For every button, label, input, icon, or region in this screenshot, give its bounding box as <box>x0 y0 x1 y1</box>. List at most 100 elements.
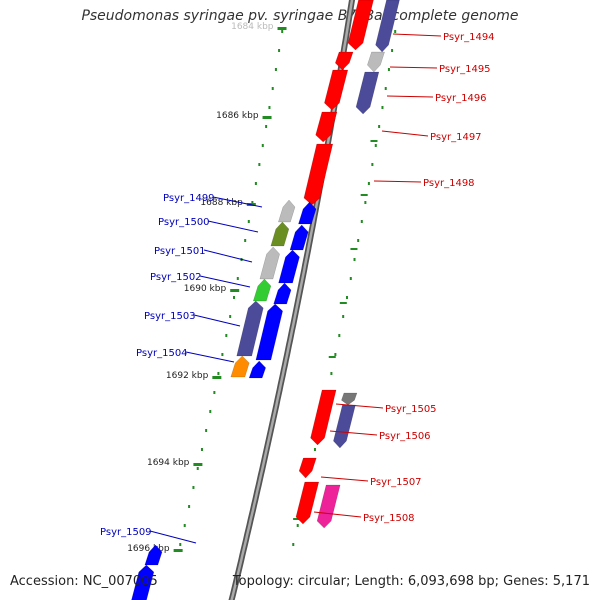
gene-callout-line <box>329 430 378 436</box>
gene-label-reverse: Psyr_1500 <box>158 217 210 228</box>
scale-label: 1692 kbp <box>166 371 209 381</box>
outer-dot <box>334 353 337 356</box>
gene-psyr-1500-b <box>289 224 309 251</box>
gene-callout-line <box>207 220 259 233</box>
gene-label-reverse: Psyr_1503 <box>144 311 196 322</box>
gene-label-reverse: Psyr_1502 <box>150 272 202 283</box>
gene-psyr-1503-b <box>255 303 283 361</box>
gene-callout-line <box>313 511 362 518</box>
accession-label: Accession: NC_007005 <box>10 574 158 589</box>
inner-dot <box>271 87 274 90</box>
gene-label-forward: Psyr_1496 <box>435 93 487 104</box>
inner-dot <box>258 163 261 166</box>
inner-dot <box>233 296 236 299</box>
inner-dot <box>183 524 186 527</box>
outer-dot <box>371 163 374 166</box>
gene-callout-line <box>381 130 429 137</box>
inner-dot <box>247 220 250 223</box>
outer-dot <box>364 201 367 204</box>
outer-tick <box>293 518 301 520</box>
scale-label: 1696 kbp <box>127 544 170 554</box>
gene-psyr-1504-b <box>248 360 266 379</box>
gene-callout-line <box>149 530 197 544</box>
inner-dot <box>229 315 232 318</box>
scale-tick <box>173 549 183 552</box>
gene-psyr-1496 <box>324 69 349 111</box>
outer-dot <box>342 315 345 318</box>
inner-dot <box>265 125 268 128</box>
outer-dot <box>374 144 377 147</box>
scale-tick <box>277 27 287 30</box>
scale-tick <box>230 289 240 292</box>
outer-dot <box>391 49 394 52</box>
inner-dot <box>217 372 220 375</box>
outer-tick <box>328 356 336 358</box>
inner-dot <box>221 353 224 356</box>
map-title: Pseudomonas syringae pv. syringae B728a,… <box>81 8 519 24</box>
inner-dot <box>254 182 257 185</box>
outer-dot <box>338 334 341 337</box>
gene-label-forward: Psyr_1497 <box>430 132 482 143</box>
inner-dot <box>281 30 284 33</box>
outer-dot <box>381 106 384 109</box>
gene-callout-line <box>389 66 438 69</box>
outer-dot <box>330 372 333 375</box>
inner-dot <box>179 543 182 546</box>
outer-dot <box>378 125 381 128</box>
scale-label: 1694 kbp <box>147 458 190 468</box>
gene-callout-line <box>193 314 241 327</box>
gene-psyr-1494-b <box>375 0 400 53</box>
gene-label-forward: Psyr_1508 <box>363 513 415 524</box>
outer-dot <box>296 524 299 527</box>
gene-psyr-1503 <box>236 300 264 357</box>
gene-psyr-1507 <box>298 457 317 479</box>
gene-psyr-1495-b <box>367 51 385 73</box>
inner-dot <box>213 391 216 394</box>
gene-label-forward: Psyr_1507 <box>370 477 422 488</box>
gene-callout-line <box>199 275 251 288</box>
inner-dot <box>236 277 239 280</box>
scale-label: 1686 kbp <box>216 111 259 121</box>
scale-label: 1688 kbp <box>200 198 243 208</box>
inner-dot <box>261 144 264 147</box>
scale-tick <box>212 376 222 379</box>
outer-dot <box>357 239 360 242</box>
gene-psyr-1508-b <box>316 484 341 529</box>
gene-psyr-1505 <box>310 389 337 446</box>
outer-dot <box>313 448 316 451</box>
gene-callout-line <box>185 351 235 363</box>
gene-label-forward: Psyr_1495 <box>439 64 491 75</box>
outer-dot <box>292 543 295 546</box>
outer-dot <box>349 277 352 280</box>
gene-psyr-1500 <box>270 221 290 247</box>
outer-tick <box>339 302 347 304</box>
gene-psyr-1505-b <box>341 392 358 406</box>
gene-callout-line <box>212 196 263 208</box>
gene-psyr-1504 <box>230 355 250 378</box>
gene-callout-line <box>386 95 434 98</box>
inner-dot <box>244 239 247 242</box>
scale-tick <box>193 463 203 466</box>
gene-psyr-1506 <box>333 404 356 449</box>
gene-callout-line <box>203 249 253 263</box>
inner-dot <box>188 505 191 508</box>
gene-psyr-1495 <box>335 51 354 71</box>
inner-dot <box>209 410 212 413</box>
gene-psyr-1499 <box>278 199 296 223</box>
outer-dot <box>387 68 390 71</box>
inner-dot <box>192 486 195 489</box>
outer-dot <box>353 258 356 261</box>
outer-tick <box>370 140 378 142</box>
gene-psyr-1501 <box>259 246 280 280</box>
gene-callout-line <box>373 180 422 183</box>
gene-label-forward: Psyr_1494 <box>443 32 495 43</box>
gene-label-reverse: Psyr_1504 <box>136 348 188 359</box>
inner-dot <box>251 201 254 204</box>
scale-label: 1690 kbp <box>184 284 227 294</box>
gene-callout-line <box>335 403 384 409</box>
gene-label-reverse: Psyr_1509 <box>100 527 152 538</box>
gene-psyr-1499-b <box>298 201 317 225</box>
gene-callout-line <box>392 33 442 37</box>
inner-dot <box>205 429 208 432</box>
gene-psyr-1501-b <box>278 249 300 284</box>
